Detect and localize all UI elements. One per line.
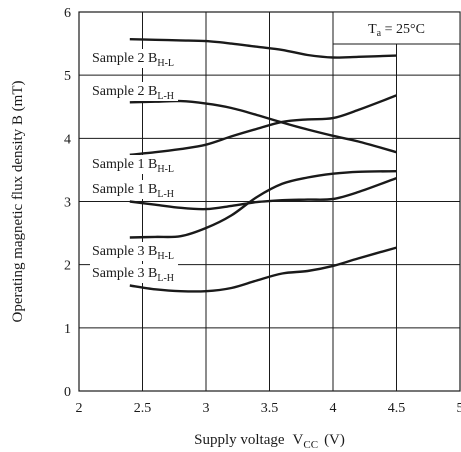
series-line [129, 170, 397, 239]
series-lines [129, 38, 397, 293]
y-tick-labels: 0 1 2 3 4 5 6 [64, 6, 71, 400]
annotation-value: = 25°C [381, 22, 425, 37]
series-label-background [90, 180, 179, 199]
series-label-main: Sample 2 B [92, 84, 157, 99]
y-tick-label: 5 [64, 69, 71, 84]
x-axis-label-name: Supply voltage [194, 432, 285, 448]
series-line [129, 38, 397, 59]
x-axis-label-subscript: CC [303, 439, 318, 451]
series-line [129, 246, 397, 293]
y-tick-label: 0 [64, 385, 71, 400]
x-tick-label: 2 [76, 401, 83, 416]
annotation-prefix: T [368, 22, 377, 37]
series-label-main: Sample 3 B [92, 244, 157, 259]
annotation-text: Ta = 25°C [368, 22, 425, 39]
series-label-background [90, 82, 179, 101]
x-tick-label: 5 [457, 401, 461, 416]
x-axis-label-symbol: V [293, 432, 304, 448]
series-label-subscript: L-H [157, 189, 174, 200]
y-tick-label: 6 [64, 6, 71, 21]
temperature-annotation: Ta = 25°C [332, 11, 461, 45]
series-label-background [90, 155, 179, 174]
plot-frame [78, 11, 461, 392]
series-line [129, 176, 397, 211]
annotation-subscript: a [377, 28, 382, 39]
x-tick-label: 4 [330, 401, 337, 416]
series-label-main: Sample 1 B [92, 157, 157, 172]
y-tick-label: 4 [64, 132, 71, 147]
series-label-subscript: H-L [157, 251, 174, 262]
series-label: Sample 1 BL-H [92, 182, 174, 200]
x-tick-label: 2.5 [134, 401, 152, 416]
series-label-background [90, 49, 179, 68]
x-tick-label: 3 [203, 401, 210, 416]
series-label-main: Sample 3 B [92, 266, 157, 281]
series-label: Sample 3 BH-L [92, 244, 174, 262]
series-label-subscript: L-H [157, 273, 174, 284]
series-label-subscript: L-H [157, 91, 174, 102]
x-tick-label: 3.5 [261, 401, 279, 416]
series-label-background [90, 264, 179, 283]
series-label: Sample 2 BL-H [92, 84, 174, 102]
annotation-box [332, 11, 461, 45]
x-axis-label-unit: (V) [324, 432, 345, 448]
y-axis-label: Operating magnetic flux density B (mT) [10, 80, 26, 322]
series-line [129, 94, 397, 156]
x-tick-labels: 2 2.5 3 3.5 4 4.5 5 [76, 401, 461, 416]
x-axis-label: Supply voltage VCC (V) [194, 432, 345, 451]
series-line [129, 99, 397, 154]
series-label-subscript: H-L [157, 164, 174, 175]
series-label: Sample 2 BH-L [92, 51, 174, 69]
y-tick-label: 3 [64, 196, 71, 211]
series-label-background [90, 242, 179, 261]
x-tick-label: 4.5 [388, 401, 406, 416]
series-label-subscript: H-L [157, 58, 174, 69]
series-label: Sample 1 BH-L [92, 157, 174, 175]
y-tick-label: 2 [64, 259, 71, 274]
series-label-main: Sample 2 B [92, 51, 157, 66]
series-label: Sample 3 BL-H [92, 266, 174, 284]
y-tick-label: 1 [64, 322, 71, 337]
series-label-main: Sample 1 B [92, 182, 157, 197]
